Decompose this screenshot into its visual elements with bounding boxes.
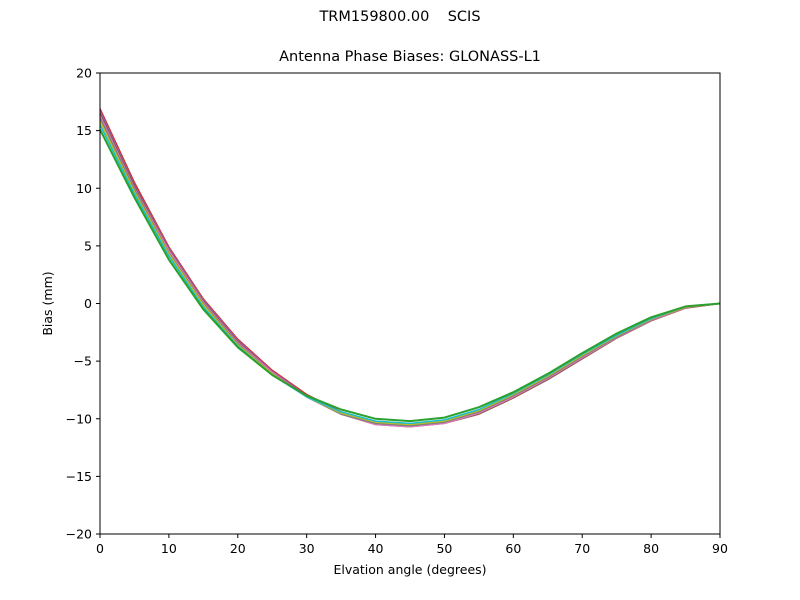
x-tick-label: 20 xyxy=(230,541,246,556)
series-line xyxy=(99,124,721,425)
y-tick-label: 10 xyxy=(76,181,92,196)
y-tick-label: −15 xyxy=(66,469,92,484)
y-tick-label: 20 xyxy=(76,66,92,81)
series-line xyxy=(99,115,721,428)
series-line xyxy=(99,117,721,427)
series-line xyxy=(99,108,721,426)
series-layer xyxy=(99,108,721,428)
y-axis: −20 −15 −10 −5 0 5 10 15 20 xyxy=(66,66,100,542)
y-tick-label: −10 xyxy=(66,411,92,426)
x-tick-label: 40 xyxy=(368,541,384,556)
y-tick-label: 15 xyxy=(76,123,92,138)
x-tick-label: 70 xyxy=(574,541,590,556)
y-axis-label: Bias (mm) xyxy=(40,271,55,335)
y-tick-label: −20 xyxy=(66,527,92,542)
x-tick-label: 60 xyxy=(505,541,521,556)
x-tick-label: 0 xyxy=(96,541,104,556)
series-line xyxy=(99,121,721,426)
x-tick-label: 80 xyxy=(643,541,659,556)
y-tick-label: 0 xyxy=(84,296,92,311)
series-line xyxy=(99,112,721,428)
chart-title: Antenna Phase Biases: GLONASS-L1 xyxy=(279,49,541,65)
x-tick-label: 50 xyxy=(436,541,452,556)
figure-suptitle: TRM159800.00 SCIS xyxy=(319,9,481,25)
x-tick-label: 30 xyxy=(299,541,315,556)
x-tick-label: 10 xyxy=(161,541,177,556)
series-line xyxy=(99,129,721,423)
x-axis-label: Elvation angle (degrees) xyxy=(333,562,486,577)
plot-frame xyxy=(99,72,721,535)
series-line xyxy=(99,110,721,427)
y-tick-label: −5 xyxy=(74,354,92,369)
y-tick-label: 5 xyxy=(84,238,92,253)
x-axis: 0 10 20 30 40 50 60 70 80 90 xyxy=(96,534,728,556)
x-tick-label: 90 xyxy=(712,541,728,556)
